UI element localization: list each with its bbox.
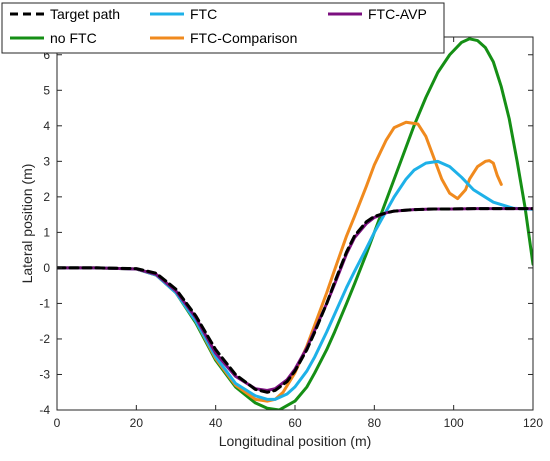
x-tick-label: 80: [368, 416, 382, 430]
y-tick-label: 0: [43, 261, 50, 275]
y-tick-label: -1: [39, 296, 50, 310]
y-tick-label: -3: [39, 367, 50, 381]
y-tick-label: 4: [43, 119, 50, 133]
series-layer: [57, 37, 533, 410]
legend-label-no-ftc: no FTC: [50, 30, 97, 46]
x-tick-label: 60: [288, 416, 302, 430]
y-tick-label: -4: [39, 403, 50, 417]
plot-background: [57, 37, 533, 410]
y-tick-label: 6: [43, 48, 50, 62]
y-tick-label: 1: [43, 225, 50, 239]
legend-label-target-path: Target path: [50, 6, 120, 22]
x-tick-label: 20: [130, 416, 144, 430]
legend-box: [1, 2, 445, 54]
x-axis-title: Longitudinal position (m): [219, 433, 372, 449]
legend-label-ftc-avp: FTC-AVP: [368, 6, 427, 22]
legend-label-ftc: FTC: [190, 6, 217, 22]
y-tick-label: 2: [43, 190, 50, 204]
y-tick-label: 3: [43, 154, 50, 168]
y-tick-label: -2: [39, 332, 50, 346]
x-tick-label: 0: [54, 416, 61, 430]
x-tick-label: 40: [209, 416, 223, 430]
chart-legend: Target path FTC FTC-AVP no FTC FTC-Compariso…: [1, 2, 445, 54]
y-tick-label: 5: [43, 83, 50, 97]
plot-area: [57, 37, 533, 410]
x-tick-label: 100: [444, 416, 464, 430]
y-axis-title: Lateral position (m): [19, 164, 35, 284]
series-line-target-path: [57, 207, 533, 394]
legend-label-ftc-comparison: FTC-Comparison: [190, 30, 297, 46]
x-tick-label: 120: [523, 416, 543, 430]
series-line-ftc: [57, 159, 533, 401]
